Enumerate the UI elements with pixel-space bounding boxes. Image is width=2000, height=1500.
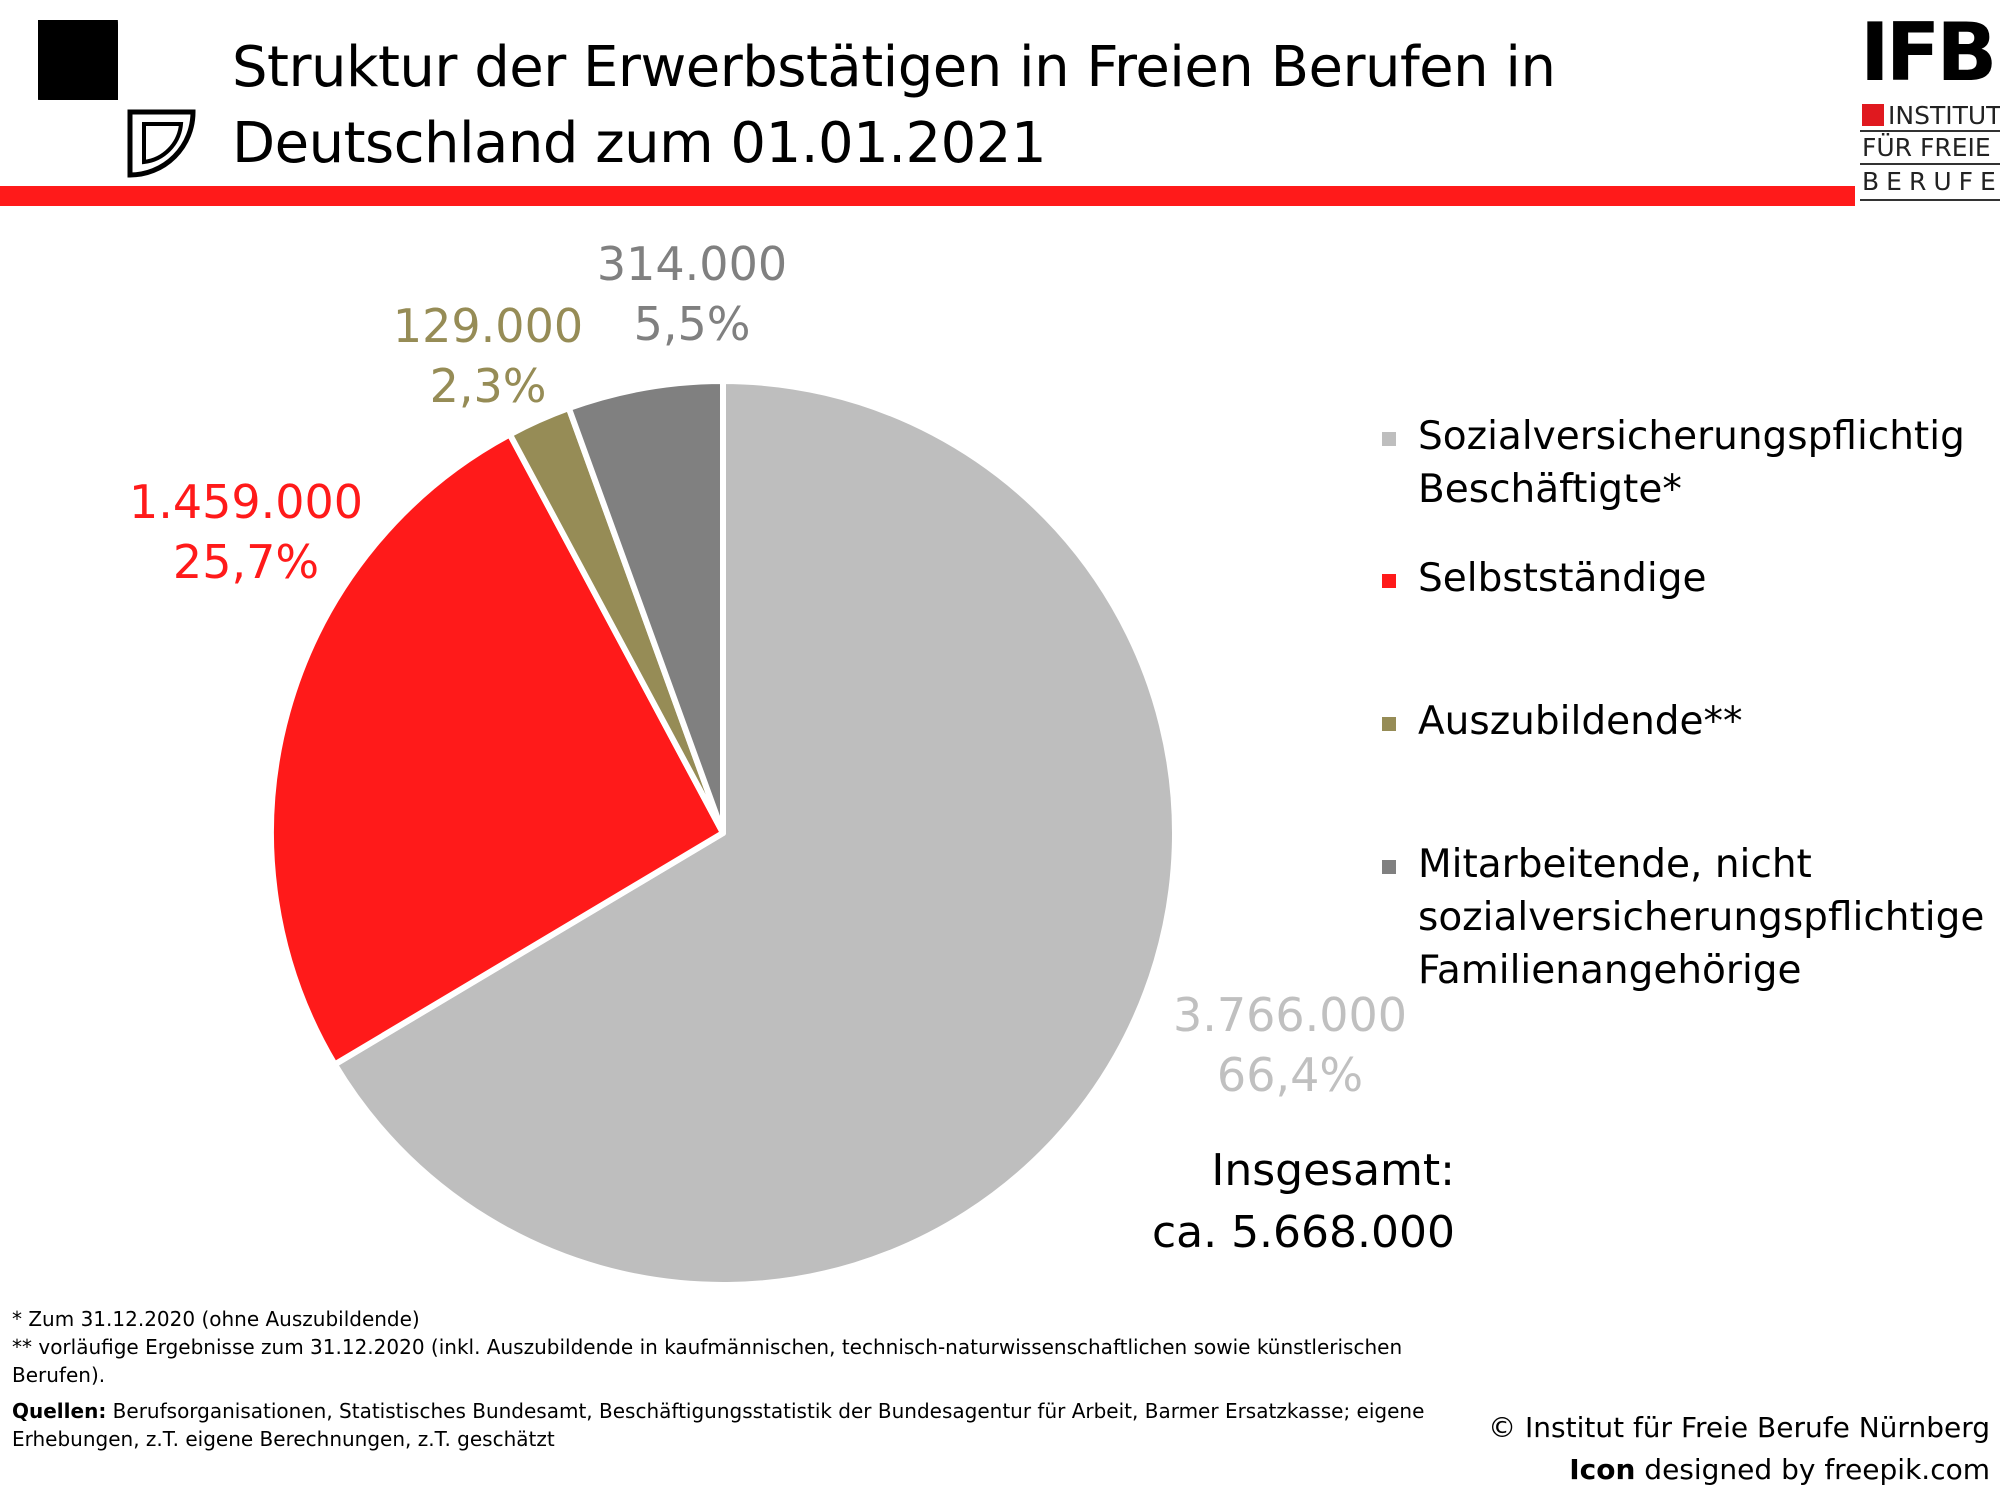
legend-label: Auszubildende** bbox=[1418, 695, 1743, 748]
legend-label: Mitarbeitende, nicht sozialversicherungsp… bbox=[1418, 838, 1984, 997]
data-label-value: 1.459.000 bbox=[128, 475, 364, 529]
title-line-1: Struktur der Erwerbstätigen in Freien Be… bbox=[232, 35, 1556, 100]
legend-label-line: Mitarbeitende, nicht bbox=[1418, 842, 1812, 887]
ifb-divider bbox=[1860, 130, 2000, 132]
data-label-3: 129.000 2,3% bbox=[338, 296, 638, 416]
data-label-percent: 2,3% bbox=[429, 359, 547, 413]
pie-slice-4 bbox=[565, 378, 726, 836]
legend-swatch bbox=[1382, 860, 1396, 874]
header-bar bbox=[0, 186, 1855, 206]
sources-note: Quellen: Berufsorganisationen, Statistis… bbox=[12, 1397, 1482, 1453]
data-label-percent: 66,4% bbox=[1216, 1048, 1364, 1102]
data-label-2: 1.459.000 25,7% bbox=[96, 472, 396, 592]
sources-text: Berufsorganisationen, Statistisches Bund… bbox=[12, 1399, 1425, 1451]
legend-swatch bbox=[1382, 574, 1396, 588]
legend-swatch bbox=[1382, 717, 1396, 731]
copyright-text: © Institut für Freie Berufe Nürnberg bbox=[1488, 1411, 1990, 1444]
ifb-logo-line-2: FÜR FREIE bbox=[1862, 133, 1991, 162]
sources-label: Quellen: bbox=[12, 1399, 107, 1423]
total-label: Insgesamt: bbox=[1211, 1145, 1455, 1196]
pie-slice-2 bbox=[268, 431, 726, 1068]
ifb-logo-line-1: INSTITUT bbox=[1888, 101, 2000, 130]
footnote-1: * Zum 31.12.2020 (ohne Auszubildende) bbox=[12, 1307, 420, 1331]
legend-label: Selbstständige bbox=[1418, 552, 1707, 605]
pie-slice-1 bbox=[331, 378, 1178, 1288]
data-label-4: 314.000 5,5% bbox=[542, 234, 842, 354]
data-label-value: 314.000 bbox=[596, 237, 788, 291]
credits: © Institut für Freie Berufe Nürnberg Ico… bbox=[1488, 1407, 1990, 1491]
ifb-logo-line-3: BERUFE bbox=[1862, 167, 2000, 196]
total-summary: Insgesamt: ca. 5.668.000 bbox=[1152, 1140, 1455, 1264]
data-label-value: 129.000 bbox=[392, 299, 584, 353]
ifb-logo-mark: IFB bbox=[1860, 6, 1997, 99]
title-line-2: Deutschland zum 01.01.2021 bbox=[232, 111, 1047, 176]
data-label-percent: 25,7% bbox=[172, 535, 320, 589]
footnote-2: ** vorläufige Ergebnisse zum 31.12.2020 … bbox=[12, 1335, 1403, 1387]
ifb-divider bbox=[1860, 163, 2000, 165]
page-title: Struktur der Erwerbstätigen in Freien Be… bbox=[232, 30, 1556, 182]
ifb-divider bbox=[1860, 199, 2000, 201]
legend-swatch bbox=[1382, 432, 1396, 446]
footnotes: * Zum 31.12.2020 (ohne Auszubildende) **… bbox=[12, 1305, 1482, 1453]
legend-label-line: Selbstständige bbox=[1418, 556, 1707, 601]
legend-label-line: sozialversicherungspflichtige bbox=[1418, 895, 1985, 940]
ifb-logo: IFB INSTITUT FÜR FREIE BERUFE bbox=[1860, 8, 2000, 208]
data-label-1: 3.766.000 66,4% bbox=[1140, 985, 1440, 1105]
legend-label-line: Auszubildende** bbox=[1418, 699, 1743, 744]
legend-label: Sozialversicherungspflichtig Beschäftigte… bbox=[1418, 410, 1965, 516]
legend-label-line: Beschäftigte* bbox=[1418, 467, 1682, 512]
icon-credit: Icon designed by freepik.com bbox=[1488, 1449, 1990, 1491]
ifb-red-square-icon bbox=[1862, 104, 1884, 126]
data-label-value: 3.766.000 bbox=[1172, 988, 1408, 1042]
legend-label-line: Sozialversicherungspflichtig bbox=[1418, 414, 1965, 459]
legend-label-line: Familienangehörige bbox=[1418, 948, 1802, 993]
total-value: ca. 5.668.000 bbox=[1151, 1207, 1455, 1258]
data-label-percent: 5,5% bbox=[633, 297, 751, 351]
icon-credit-text: designed by freepik.com bbox=[1635, 1453, 1990, 1486]
pie-chart-logo-icon bbox=[38, 20, 196, 178]
icon-credit-label: Icon bbox=[1569, 1453, 1636, 1486]
